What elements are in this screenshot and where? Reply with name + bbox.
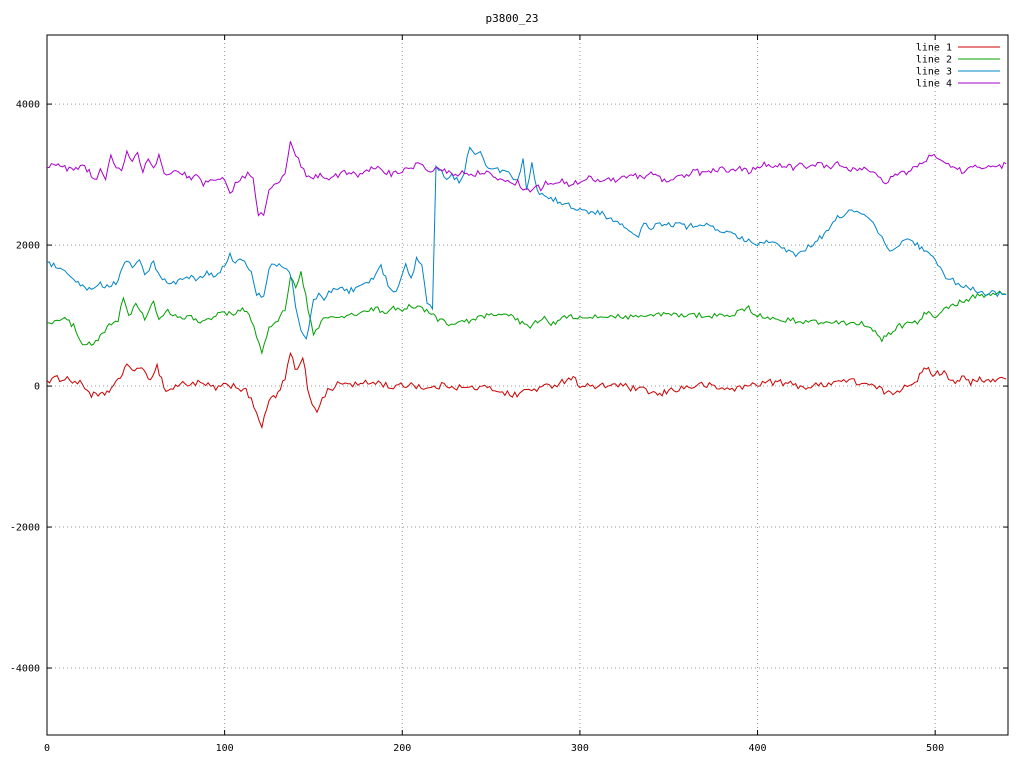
series-line-3 — [47, 146, 1007, 340]
x-tick-label: 400 — [749, 743, 767, 754]
chart-title: p3800_23 — [485, 12, 539, 25]
x-tick-label: 300 — [571, 743, 589, 754]
legend-label: line 2 — [916, 55, 952, 66]
grid — [46, 35, 1008, 735]
series-line-2 — [47, 271, 1007, 356]
legend-label: line 1 — [916, 43, 952, 54]
tick-marks — [46, 35, 1008, 735]
series-line-4 — [47, 141, 1007, 217]
plot-border — [46, 34, 1009, 736]
y-tick-label: -2000 — [10, 523, 40, 534]
y-tick-label: 2000 — [16, 241, 40, 252]
x-tick-label: 500 — [926, 743, 944, 754]
x-tick-label: 200 — [393, 743, 411, 754]
y-tick-label: -4000 — [10, 664, 40, 675]
tick-labels: 0 100 200 300 400 500 -4000 -2000 0 2000 4000 — [10, 100, 944, 754]
y-tick-label: 4000 — [16, 100, 40, 111]
legend-label: line 3 — [916, 67, 952, 78]
series-line-1 — [47, 351, 1007, 430]
legend-label: line 4 — [916, 79, 952, 90]
x-tick-label: 0 — [44, 743, 50, 754]
x-tick-label: 100 — [216, 743, 234, 754]
y-tick-label: 0 — [34, 382, 40, 393]
